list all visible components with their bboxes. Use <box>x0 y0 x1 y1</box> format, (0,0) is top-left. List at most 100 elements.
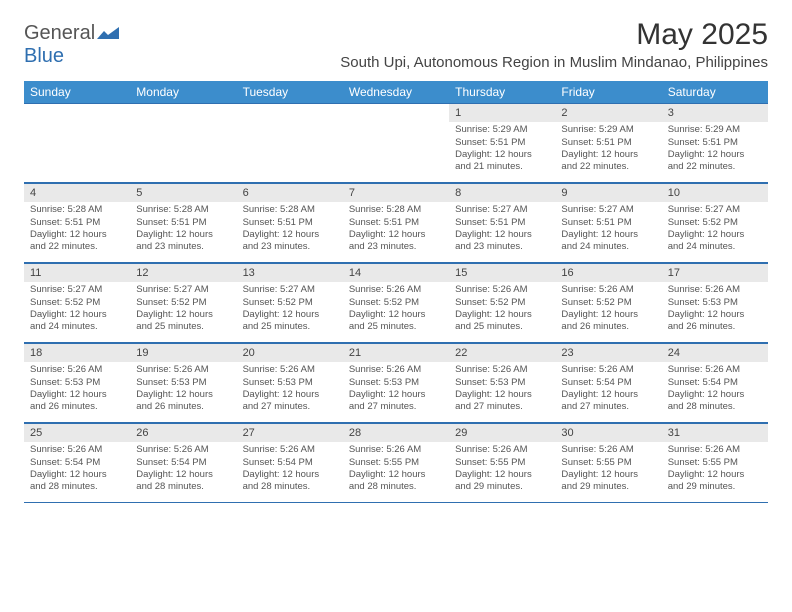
calendar-day-cell: 11Sunrise: 5:27 AMSunset: 5:52 PMDayligh… <box>24 264 130 342</box>
weekday-header: Thursday <box>449 81 555 103</box>
day-info: Sunrise: 5:26 AMSunset: 5:54 PMDaylight:… <box>130 442 236 497</box>
sunrise-line: Sunrise: 5:28 AM <box>243 204 337 216</box>
daylight-line: Daylight: 12 hours and 25 minutes. <box>349 309 443 334</box>
day-number <box>24 104 130 108</box>
sunset-line: Sunset: 5:55 PM <box>455 457 549 469</box>
daylight-line: Daylight: 12 hours and 28 minutes. <box>668 389 762 414</box>
calendar: Sunday Monday Tuesday Wednesday Thursday… <box>24 81 768 503</box>
calendar-day-cell: 22Sunrise: 5:26 AMSunset: 5:53 PMDayligh… <box>449 344 555 422</box>
sunset-line: Sunset: 5:51 PM <box>30 217 124 229</box>
sunset-line: Sunset: 5:52 PM <box>455 297 549 309</box>
day-number <box>237 104 343 108</box>
day-number: 17 <box>662 264 768 282</box>
day-number: 18 <box>24 344 130 362</box>
sunrise-line: Sunrise: 5:26 AM <box>668 444 762 456</box>
daylight-line: Daylight: 12 hours and 27 minutes. <box>243 389 337 414</box>
day-number: 16 <box>555 264 661 282</box>
calendar-day-cell: 6Sunrise: 5:28 AMSunset: 5:51 PMDaylight… <box>237 184 343 262</box>
daylight-line: Daylight: 12 hours and 25 minutes. <box>243 309 337 334</box>
calendar-day-cell: 24Sunrise: 5:26 AMSunset: 5:54 PMDayligh… <box>662 344 768 422</box>
daylight-line: Daylight: 12 hours and 24 minutes. <box>30 309 124 334</box>
daylight-line: Daylight: 12 hours and 29 minutes. <box>455 469 549 494</box>
calendar-week-row: 1Sunrise: 5:29 AMSunset: 5:51 PMDaylight… <box>24 103 768 183</box>
brand-logo: General Blue <box>24 18 119 68</box>
daylight-line: Daylight: 12 hours and 24 minutes. <box>561 229 655 254</box>
sunrise-line: Sunrise: 5:26 AM <box>136 444 230 456</box>
day-info: Sunrise: 5:28 AMSunset: 5:51 PMDaylight:… <box>343 202 449 257</box>
day-number: 20 <box>237 344 343 362</box>
calendar-day-cell: 10Sunrise: 5:27 AMSunset: 5:52 PMDayligh… <box>662 184 768 262</box>
day-number: 28 <box>343 424 449 442</box>
daylight-line: Daylight: 12 hours and 28 minutes. <box>349 469 443 494</box>
day-info: Sunrise: 5:27 AMSunset: 5:52 PMDaylight:… <box>237 282 343 337</box>
sunrise-line: Sunrise: 5:27 AM <box>668 204 762 216</box>
day-info: Sunrise: 5:26 AMSunset: 5:54 PMDaylight:… <box>237 442 343 497</box>
sunrise-line: Sunrise: 5:26 AM <box>668 284 762 296</box>
calendar-day-cell <box>130 104 236 182</box>
sunset-line: Sunset: 5:54 PM <box>30 457 124 469</box>
sunset-line: Sunset: 5:51 PM <box>561 137 655 149</box>
sunrise-line: Sunrise: 5:28 AM <box>30 204 124 216</box>
sunset-line: Sunset: 5:51 PM <box>243 217 337 229</box>
day-info: Sunrise: 5:26 AMSunset: 5:53 PMDaylight:… <box>237 362 343 417</box>
calendar-day-cell: 21Sunrise: 5:26 AMSunset: 5:53 PMDayligh… <box>343 344 449 422</box>
daylight-line: Daylight: 12 hours and 27 minutes. <box>455 389 549 414</box>
day-number: 3 <box>662 104 768 122</box>
daylight-line: Daylight: 12 hours and 28 minutes. <box>136 469 230 494</box>
day-number: 5 <box>130 184 236 202</box>
daylight-line: Daylight: 12 hours and 23 minutes. <box>349 229 443 254</box>
sunset-line: Sunset: 5:52 PM <box>561 297 655 309</box>
daylight-line: Daylight: 12 hours and 27 minutes. <box>349 389 443 414</box>
daylight-line: Daylight: 12 hours and 26 minutes. <box>668 309 762 334</box>
sunrise-line: Sunrise: 5:28 AM <box>349 204 443 216</box>
sunset-line: Sunset: 5:53 PM <box>455 377 549 389</box>
calendar-day-cell: 18Sunrise: 5:26 AMSunset: 5:53 PMDayligh… <box>24 344 130 422</box>
daylight-line: Daylight: 12 hours and 27 minutes. <box>561 389 655 414</box>
calendar-day-cell: 9Sunrise: 5:27 AMSunset: 5:51 PMDaylight… <box>555 184 661 262</box>
calendar-day-cell: 31Sunrise: 5:26 AMSunset: 5:55 PMDayligh… <box>662 424 768 502</box>
title-block: May 2025 South Upi, Autonomous Region in… <box>340 18 768 71</box>
sunset-line: Sunset: 5:51 PM <box>668 137 762 149</box>
daylight-line: Daylight: 12 hours and 29 minutes. <box>561 469 655 494</box>
daylight-line: Daylight: 12 hours and 25 minutes. <box>136 309 230 334</box>
day-number: 15 <box>449 264 555 282</box>
calendar-day-cell <box>24 104 130 182</box>
daylight-line: Daylight: 12 hours and 23 minutes. <box>455 229 549 254</box>
calendar-day-cell: 19Sunrise: 5:26 AMSunset: 5:53 PMDayligh… <box>130 344 236 422</box>
sunrise-line: Sunrise: 5:27 AM <box>30 284 124 296</box>
weekday-header: Sunday <box>24 81 130 103</box>
sunset-line: Sunset: 5:53 PM <box>243 377 337 389</box>
calendar-day-cell: 20Sunrise: 5:26 AMSunset: 5:53 PMDayligh… <box>237 344 343 422</box>
day-info: Sunrise: 5:28 AMSunset: 5:51 PMDaylight:… <box>130 202 236 257</box>
day-info: Sunrise: 5:26 AMSunset: 5:53 PMDaylight:… <box>24 362 130 417</box>
day-info: Sunrise: 5:26 AMSunset: 5:54 PMDaylight:… <box>662 362 768 417</box>
day-info: Sunrise: 5:26 AMSunset: 5:53 PMDaylight:… <box>130 362 236 417</box>
day-number: 2 <box>555 104 661 122</box>
sunrise-line: Sunrise: 5:26 AM <box>561 284 655 296</box>
calendar-day-cell: 2Sunrise: 5:29 AMSunset: 5:51 PMDaylight… <box>555 104 661 182</box>
weekday-header-row: Sunday Monday Tuesday Wednesday Thursday… <box>24 81 768 103</box>
sunrise-line: Sunrise: 5:26 AM <box>561 444 655 456</box>
day-number: 27 <box>237 424 343 442</box>
daylight-line: Daylight: 12 hours and 22 minutes. <box>668 149 762 174</box>
sunset-line: Sunset: 5:55 PM <box>668 457 762 469</box>
daylight-line: Daylight: 12 hours and 24 minutes. <box>668 229 762 254</box>
sunrise-line: Sunrise: 5:26 AM <box>668 364 762 376</box>
sunrise-line: Sunrise: 5:29 AM <box>561 124 655 136</box>
sunrise-line: Sunrise: 5:26 AM <box>243 444 337 456</box>
sunrise-line: Sunrise: 5:26 AM <box>455 284 549 296</box>
day-number: 30 <box>555 424 661 442</box>
sunset-line: Sunset: 5:55 PM <box>561 457 655 469</box>
sunset-line: Sunset: 5:51 PM <box>455 137 549 149</box>
day-number: 11 <box>24 264 130 282</box>
brand-part1: General <box>24 22 95 44</box>
calendar-day-cell: 13Sunrise: 5:27 AMSunset: 5:52 PMDayligh… <box>237 264 343 342</box>
sunset-line: Sunset: 5:51 PM <box>136 217 230 229</box>
sunrise-line: Sunrise: 5:29 AM <box>668 124 762 136</box>
day-number <box>130 104 236 108</box>
sunrise-line: Sunrise: 5:26 AM <box>561 364 655 376</box>
weekday-header: Friday <box>555 81 661 103</box>
calendar-day-cell: 7Sunrise: 5:28 AMSunset: 5:51 PMDaylight… <box>343 184 449 262</box>
day-info: Sunrise: 5:26 AMSunset: 5:55 PMDaylight:… <box>449 442 555 497</box>
calendar-day-cell <box>237 104 343 182</box>
